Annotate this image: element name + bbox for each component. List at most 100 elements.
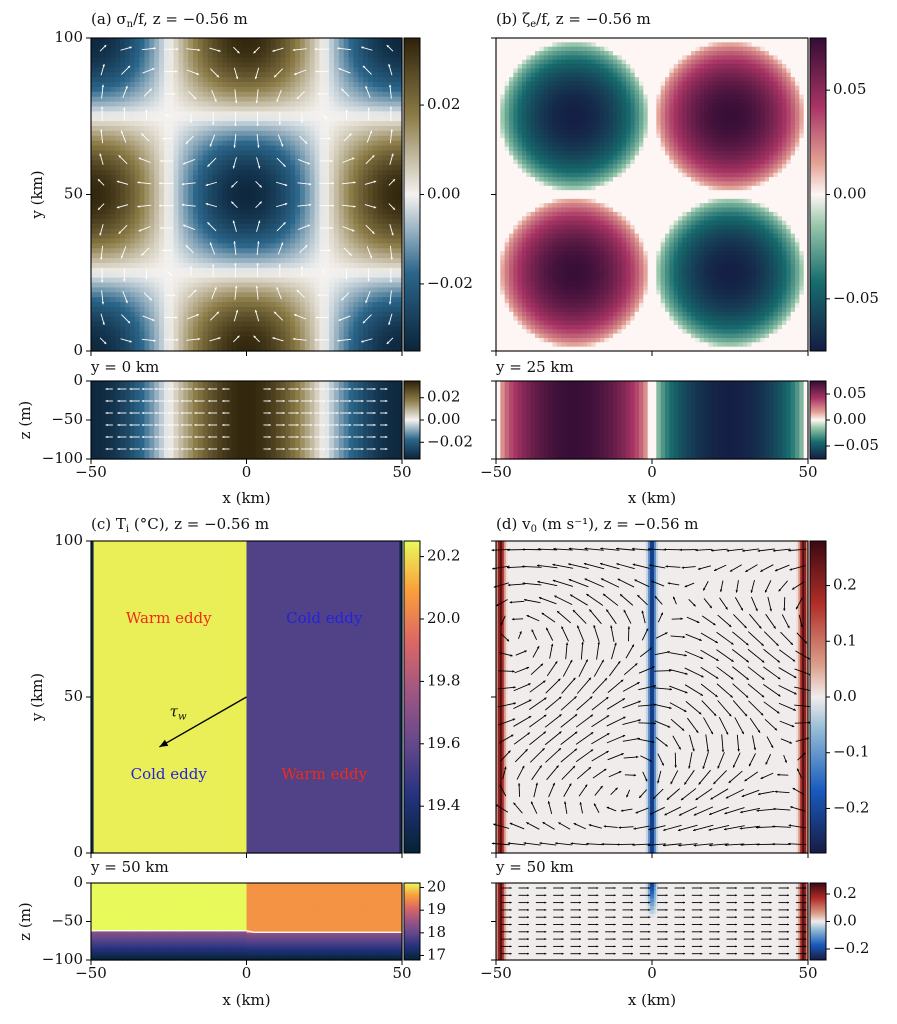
quiver-arrow-head [558, 731, 562, 734]
quiver-arrow-head [637, 595, 640, 598]
quiver-arrow-head [154, 411, 157, 415]
quiver-arrow-head [129, 447, 132, 451]
quiver-arrow [794, 704, 813, 708]
quiver-arrow [181, 204, 196, 207]
quiver-arrow-head [280, 143, 284, 147]
quiver-arrow-head [528, 683, 531, 686]
quiver-arrow-head [235, 309, 239, 313]
quiver-arrow-head [373, 435, 376, 439]
quiver-arrow [591, 732, 610, 745]
quiver-arrow [606, 697, 626, 710]
quiver-arrow-head [590, 714, 594, 717]
quiver-arrow-head [310, 411, 313, 415]
quiver-arrow-head [597, 641, 600, 645]
quiver-arrow-head [639, 795, 642, 798]
quiver-arrow [137, 181, 152, 185]
quiver-arrow-head [259, 184, 262, 188]
panel-a-section-xticks: −50 0 50 [75, 459, 412, 481]
quiver-arrow [779, 720, 795, 728]
quiver-arrow-head [105, 411, 108, 415]
x-tick-label: −50 [480, 964, 512, 982]
quiver-arrow [760, 772, 774, 780]
quiver-arrow-head [745, 569, 748, 572]
quiver-arrow [685, 633, 702, 641]
quiver-arrow-head [613, 930, 616, 933]
quiver-arrow [541, 612, 556, 623]
quiver-arrow-head [388, 301, 392, 305]
quiver-arrow [648, 825, 666, 831]
quiver-arrow-head [577, 625, 580, 629]
quiver-arrow [578, 784, 588, 797]
quiver-arrow [591, 696, 609, 711]
quiver-arrow-head [553, 547, 556, 551]
quiver-arrow-head [527, 916, 529, 919]
quiver-arrow-head [660, 612, 663, 616]
quiver-arrow-head [600, 547, 603, 550]
quiver-arrow-head [197, 48, 201, 52]
quiver-arrow-head [579, 894, 581, 897]
quiver-arrow-head [793, 708, 796, 711]
quiver-arrow-head [117, 387, 120, 391]
quiver-arrow-head [665, 886, 668, 890]
quiver-arrow-head [561, 626, 564, 629]
quiver-arrow-head [804, 894, 807, 897]
quiver-arrow [234, 285, 237, 300]
quiver-arrow-head [749, 763, 752, 767]
annotation-warm-eddy: Warm eddy [281, 765, 367, 783]
quiver-arrow-head [561, 923, 564, 926]
quiver-arrow-head [158, 182, 162, 185]
quiver-arrow-head [373, 205, 377, 209]
quiver-arrow-head [622, 734, 626, 738]
quiver-arrow-head [105, 387, 108, 391]
quiver-arrow-head [546, 627, 549, 631]
quiver-arrow-head [214, 287, 217, 290]
quiver-arrow-head [194, 411, 197, 415]
quiver-arrow [602, 593, 619, 606]
quiver-arrow-head [209, 143, 213, 147]
quiver-arrow-head [665, 923, 668, 926]
quiver-arrow [631, 548, 651, 551]
quiver-arrow-head [769, 901, 772, 904]
quiver-arrow-head [804, 640, 807, 644]
quiver-arrow-head [552, 782, 555, 786]
quiver-arrow [181, 182, 196, 185]
quiver-arrow-head [717, 945, 720, 948]
quiver-arrow-head [282, 423, 285, 427]
quiver-arrow [717, 700, 732, 717]
quiver-arrow-head [776, 711, 780, 714]
quiver-arrow-head [504, 766, 507, 770]
colorbar-tick-label: 0.02 [427, 95, 460, 113]
quiver-arrow [256, 241, 260, 256]
x-tick-label: 50 [798, 964, 817, 982]
x-tick-label: 0 [647, 964, 657, 982]
quiver-arrow-head [509, 886, 512, 890]
quiver-arrow-head [491, 548, 494, 552]
quiver-arrow [529, 747, 545, 763]
quiver-arrow [337, 47, 352, 51]
quiver-arrow-head [508, 750, 511, 754]
quiver-arrow [678, 806, 698, 816]
quiver-arrow-head [561, 916, 564, 919]
quiver-arrow [562, 659, 573, 677]
quiver-arrow-head [196, 314, 199, 317]
panel-a-title: (a) σn/f, z = −0.56 m [91, 10, 248, 30]
quiver-arrow-head [509, 930, 512, 933]
quiver-arrow [536, 564, 558, 569]
quiver-arrow-head [100, 106, 104, 109]
quiver-arrow-head [728, 624, 732, 627]
quiver-arrow-head [194, 447, 197, 451]
quiver-arrow-head [682, 635, 686, 639]
quiver-arrow [623, 609, 632, 624]
quiver-arrow [734, 597, 744, 611]
quiver-arrow [522, 582, 542, 586]
quiver-arrow-head [154, 387, 157, 391]
colorbar-tick-label: −0.2 [833, 939, 869, 957]
quiver-arrow-head [631, 945, 633, 948]
quiver-arrow-head [657, 780, 660, 784]
quiver-arrow [744, 771, 759, 782]
quiver-arrow-head [153, 47, 156, 50]
quiver-arrow-head [787, 938, 789, 941]
quiver-arrow [509, 600, 525, 603]
quiver-arrow-head [232, 220, 236, 224]
quiver-arrow-head [804, 916, 807, 919]
